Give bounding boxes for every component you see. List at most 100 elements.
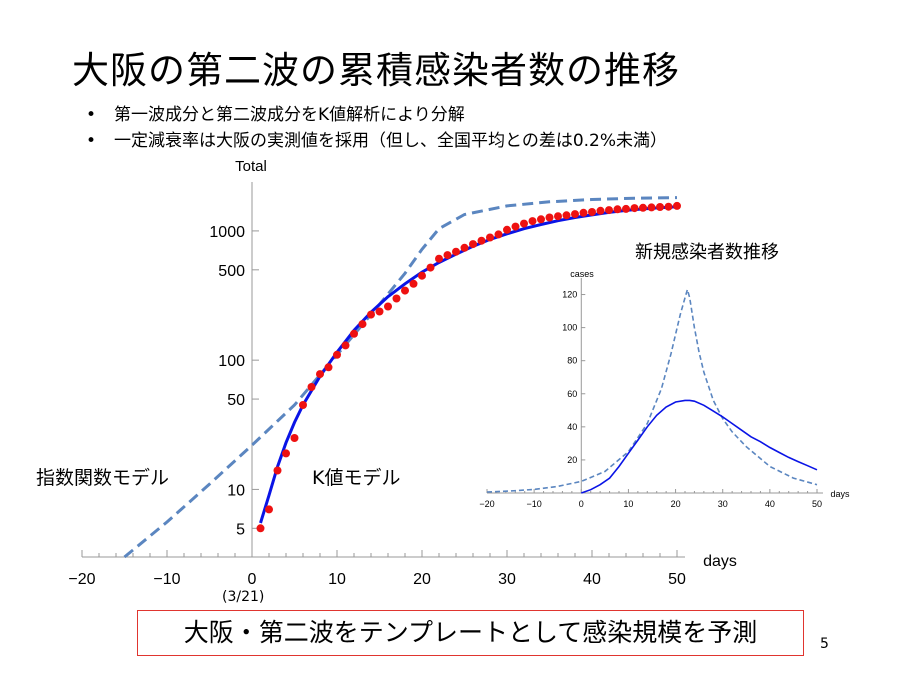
data-point — [469, 240, 477, 249]
data-point — [392, 294, 401, 303]
data-point — [605, 206, 613, 215]
bullet-item: 一定減衰率は大阪の実測値を採用（但し、全国平均との差は0.2%未満） — [86, 128, 667, 154]
inset-y-tick-label: 60 — [567, 389, 577, 399]
bullet-list: 第一波成分と第二波成分をK値解析により分解 一定減衰率は大阪の実測値を採用（但し… — [86, 102, 667, 154]
inset-y-axis-title: cases — [570, 269, 594, 279]
data-point — [358, 320, 367, 329]
data-point — [613, 205, 622, 214]
data-point — [443, 251, 452, 260]
y-tick-label: 1000 — [209, 224, 245, 241]
main-series — [123, 196, 681, 559]
main-axes: −20 −10 0 10 20 30 40 50510501005001000Totalday… — [68, 158, 736, 588]
data-point — [511, 222, 520, 231]
inset-x-tick-label: 30 — [718, 499, 728, 509]
data-point — [571, 210, 579, 219]
data-point — [656, 203, 664, 211]
exponential-model-label: 指数関数モデル — [36, 467, 170, 489]
data-point — [537, 215, 545, 224]
x-tick-label: 50 — [668, 571, 686, 588]
data-point — [579, 208, 588, 217]
x-axis-title: days — [703, 553, 737, 570]
data-point — [630, 204, 639, 213]
data-point — [477, 236, 486, 245]
y-tick-label: 10 — [227, 482, 245, 499]
data-point — [409, 279, 418, 288]
data-point — [673, 201, 681, 210]
y-axis-title: Total — [235, 158, 267, 175]
data-point — [460, 243, 469, 252]
x-tick-label: 30 — [498, 571, 516, 588]
inset-y-tick-label: 80 — [567, 356, 577, 366]
data-point — [596, 206, 605, 215]
data-point — [333, 350, 341, 359]
x-tick-label: 0 — [248, 571, 257, 588]
inset-x-axis-title: days — [830, 489, 850, 499]
data-point — [588, 208, 596, 216]
data-point — [528, 217, 537, 226]
inset-x-tick-label: −10 — [527, 499, 542, 509]
x-tick-label: 40 — [583, 571, 601, 588]
data-point — [375, 307, 384, 316]
data-point — [316, 370, 324, 379]
data-point — [503, 225, 511, 234]
x-tick-label: 20 — [413, 571, 431, 588]
data-point — [282, 449, 290, 458]
data-point — [290, 434, 299, 442]
data-point — [647, 203, 656, 212]
inset-k-model-curve — [581, 399, 818, 494]
inset-y-tick-label: 120 — [562, 290, 577, 300]
k-model-label: K値モデル — [312, 467, 401, 489]
y-tick-label: 100 — [218, 353, 245, 370]
slide-title: 大阪の第二波の累積感染者数の推移 — [72, 49, 680, 92]
inset-y-tick-label: 20 — [567, 455, 577, 465]
x-tick-label: −20 — [68, 571, 95, 588]
data-point — [384, 302, 392, 311]
exponential-model-curve — [123, 196, 678, 559]
inset-y-tick-label: 100 — [562, 323, 577, 333]
bullet-item: 第一波成分と第二波成分をK値解析により分解 — [86, 102, 667, 128]
inset-series — [486, 286, 818, 494]
data-point — [265, 505, 273, 514]
data-point — [307, 383, 316, 391]
data-point — [299, 401, 307, 409]
data-point — [486, 233, 494, 242]
data-point — [435, 254, 443, 263]
data-point — [622, 204, 630, 213]
data-point — [562, 211, 571, 220]
x-tick-label: −10 — [153, 571, 180, 588]
inset-axes: 新規感染者数推移 −20 −10 0 10 20 30 40 50 20 40 60 80 100 120 c… — [479, 242, 850, 509]
data-point — [418, 271, 426, 280]
data-point — [426, 263, 435, 272]
inset-y-tick-label: 40 — [567, 422, 577, 432]
inset-x-tick-label: 10 — [623, 499, 633, 509]
data-point — [545, 213, 554, 222]
page-number: 5 — [820, 636, 829, 652]
inset-x-tick-label: 40 — [765, 499, 775, 509]
data-point — [273, 466, 282, 475]
data-point — [520, 219, 528, 228]
data-point — [350, 329, 358, 338]
inset-x-tick-label: 50 — [812, 499, 822, 509]
y-tick-label: 500 — [218, 263, 245, 280]
data-point — [554, 212, 562, 221]
start-date-label: (3/21) — [222, 589, 265, 605]
inset-x-tick-label: 20 — [671, 499, 681, 509]
y-tick-label: 5 — [236, 521, 245, 538]
data-point — [401, 286, 409, 295]
data-point — [639, 203, 647, 212]
data-point — [494, 230, 503, 239]
inset-exponential-curve — [486, 286, 818, 493]
data-point — [341, 341, 350, 350]
data-point — [367, 310, 375, 319]
x-tick-label: 10 — [328, 571, 346, 588]
data-point — [256, 524, 265, 533]
data-point — [452, 247, 460, 256]
inset-x-tick-label: 0 — [579, 499, 584, 509]
data-point — [324, 363, 333, 372]
inset-title: 新規感染者数推移 — [635, 242, 779, 262]
y-tick-label: 50 — [227, 392, 245, 409]
data-point — [664, 202, 673, 211]
inset-x-tick-label: −20 — [479, 499, 494, 509]
prediction-callout: 大阪・第二波をテンプレートとして感染規模を予測 — [137, 610, 804, 656]
